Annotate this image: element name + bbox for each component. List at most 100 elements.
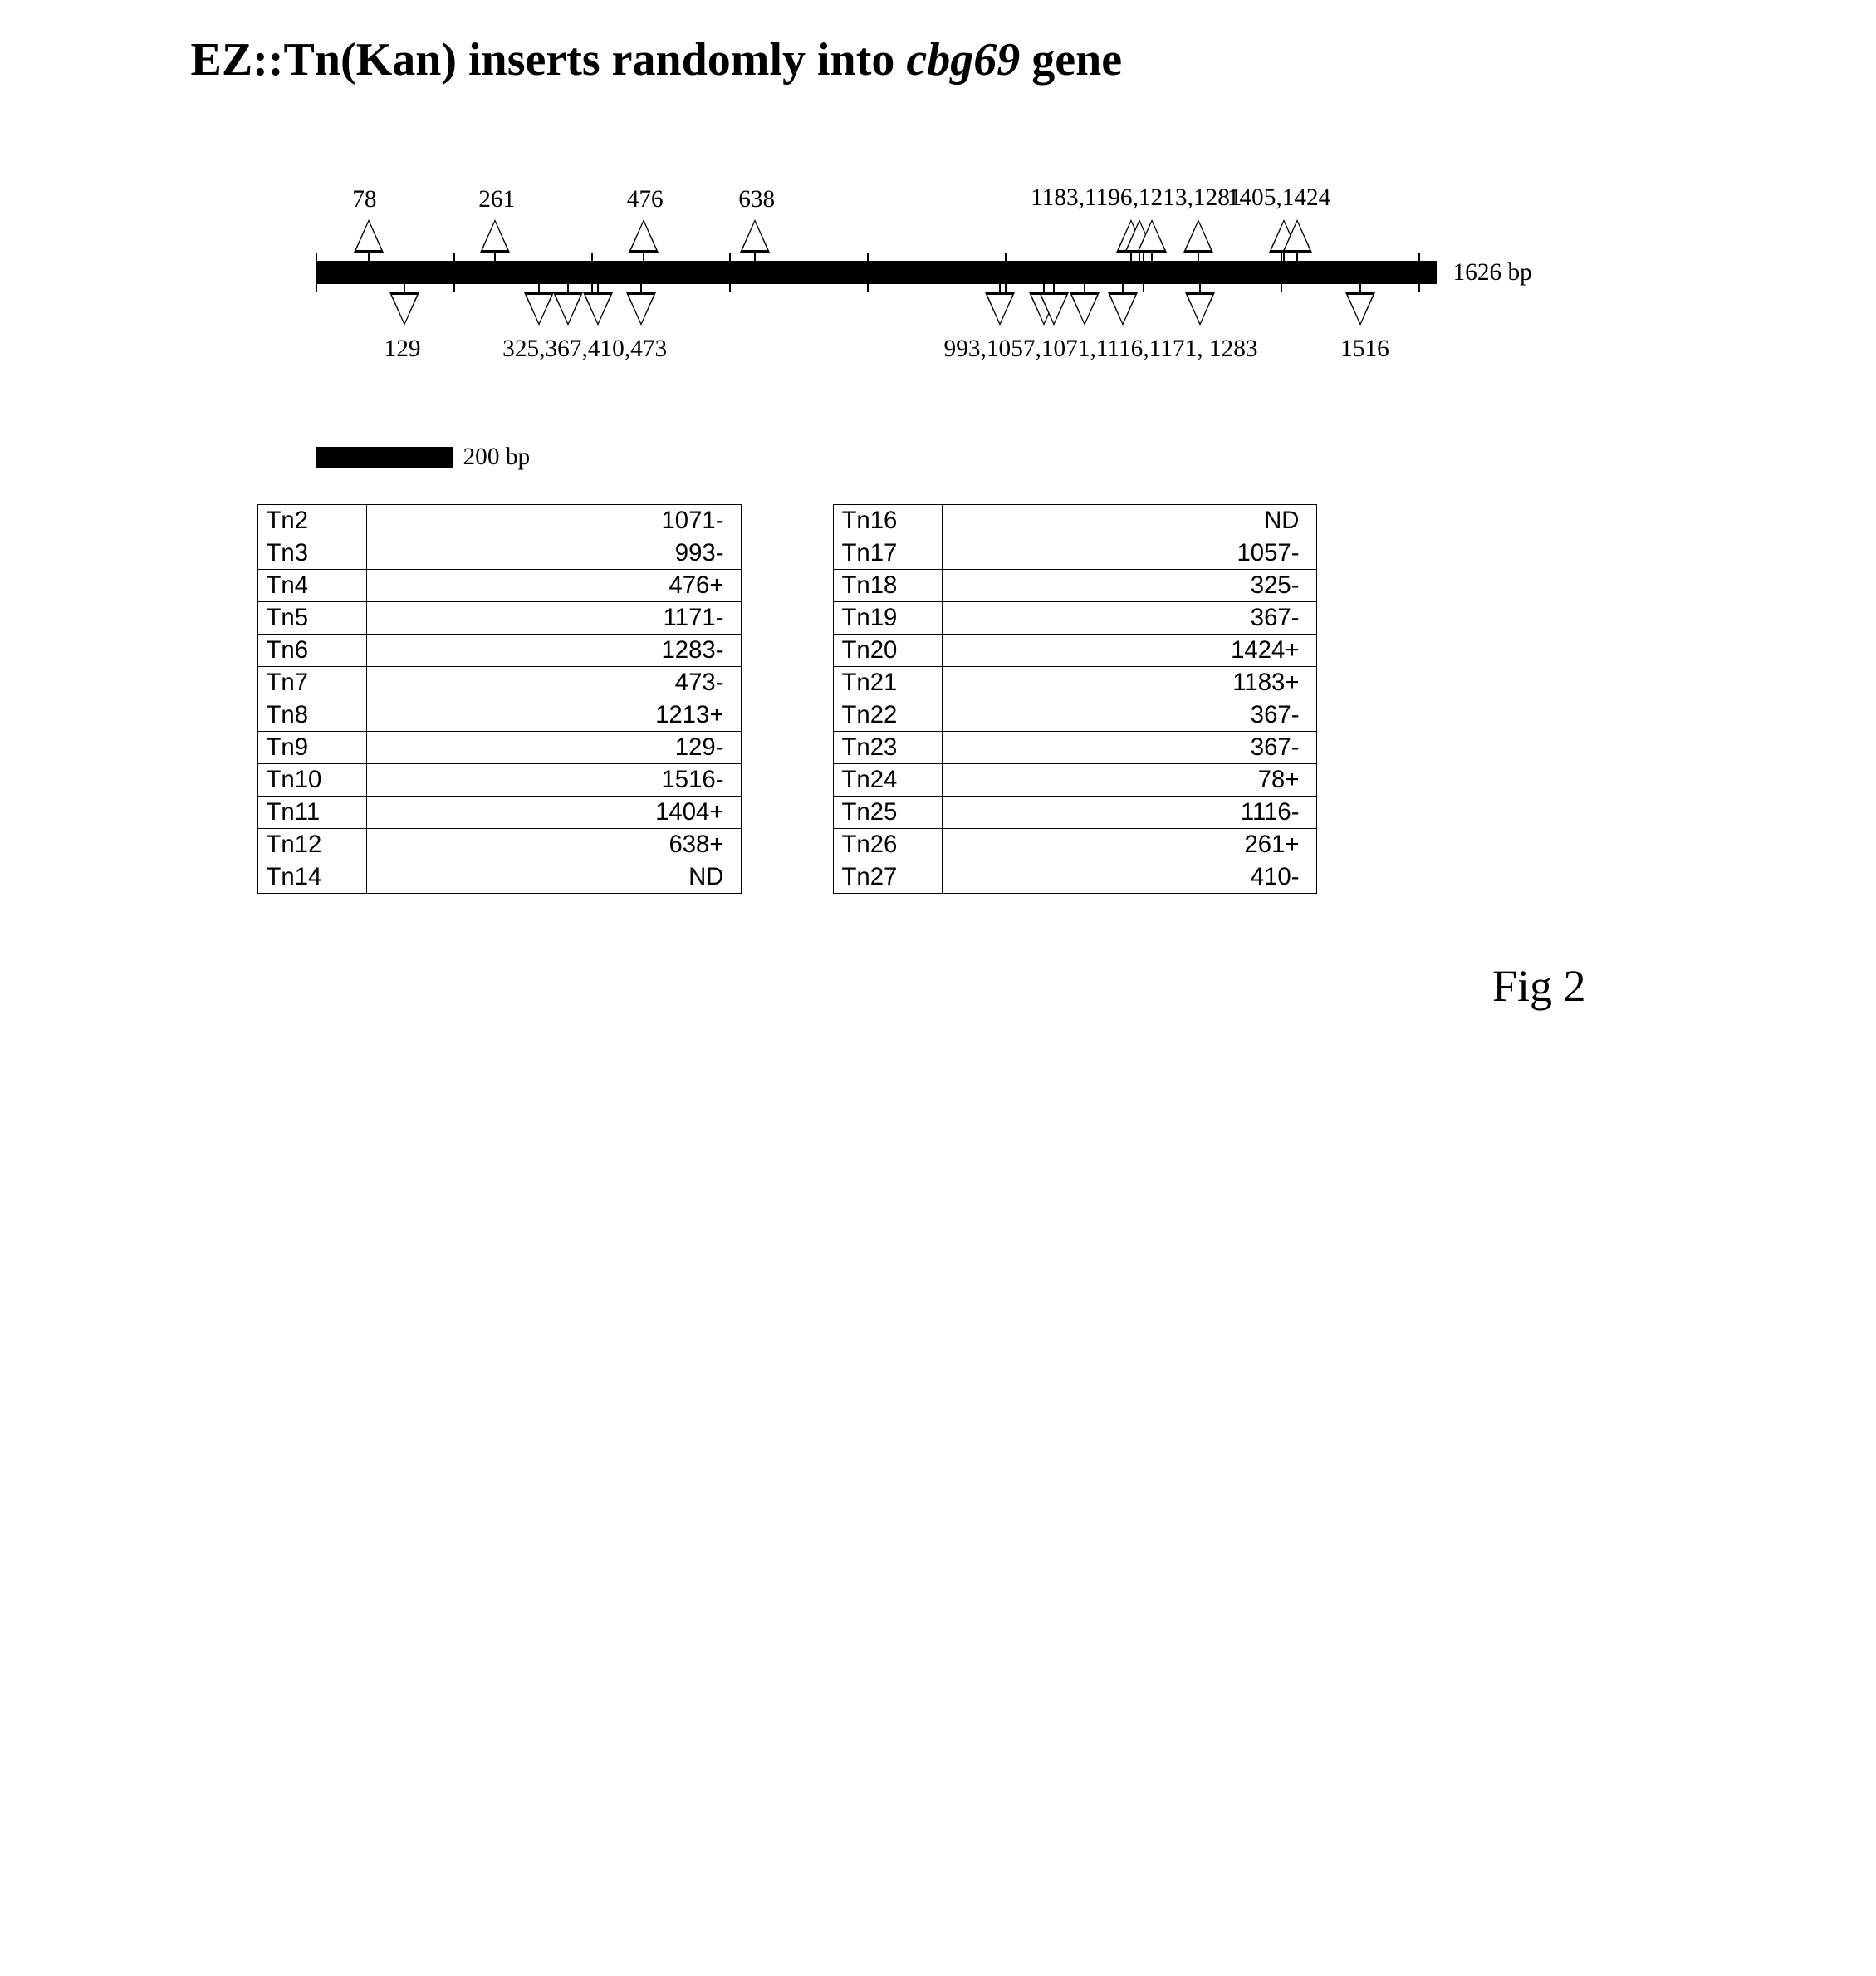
cell-id: Tn3 (257, 537, 366, 570)
scale-bar (316, 447, 453, 468)
table-row: Tn81213+ (257, 699, 741, 732)
table-row: Tn211183+ (833, 667, 1316, 699)
cell-value: 129- (366, 732, 741, 764)
tick-1400 (1281, 253, 1282, 292)
cell-id: Tn10 (257, 764, 366, 797)
table-row: Tn3993- (257, 537, 741, 570)
cell-value: 1171- (366, 602, 741, 635)
cell-id: Tn9 (257, 732, 366, 764)
cell-id: Tn4 (257, 570, 366, 602)
cell-id: Tn7 (257, 667, 366, 699)
cell-id: Tn22 (833, 699, 942, 732)
table-row: Tn9129- (257, 732, 741, 764)
cell-value: 476+ (366, 570, 741, 602)
cell-value: 410- (942, 861, 1316, 894)
insert-group-label-bottom-0: 325,367,410,473 (502, 336, 667, 363)
cell-id: Tn16 (833, 505, 942, 537)
gene-bar (316, 261, 1437, 284)
cell-id: Tn11 (257, 797, 366, 829)
cell-id: Tn25 (833, 797, 942, 829)
table-row: Tn23367- (833, 732, 1316, 764)
tick-1600 (1418, 253, 1420, 292)
insert-group-label-bottom-1: 993,1057,1071,1116,1171, 1283 (944, 336, 1258, 363)
cell-id: Tn23 (833, 732, 942, 764)
cell-value: 1071- (366, 505, 741, 537)
insert-label-476: 476 (627, 186, 664, 213)
scale-label: 200 bp (463, 444, 531, 471)
table-row: Tn26261+ (833, 829, 1316, 861)
gene-diagram: 1626 bp 78 261 476 638 1183,1196,1213,1281140… (316, 120, 1603, 435)
title-suffix: gene (1020, 34, 1122, 86)
scale-legend: 200 bp (316, 444, 1686, 471)
cell-value: ND (942, 505, 1316, 537)
cell-value: 1116- (942, 797, 1316, 829)
cell-value: 1283- (366, 635, 741, 667)
cell-value: 993- (366, 537, 741, 570)
table-row: Tn111404+ (257, 797, 741, 829)
cell-value: ND (366, 861, 741, 894)
cell-value: 367- (942, 699, 1316, 732)
table-row: Tn14ND (257, 861, 741, 894)
insert-group-label-top-0: 1183,1196,1213,1281 (1031, 184, 1242, 212)
insert-label-261: 261 (478, 186, 515, 213)
cell-value: 261+ (942, 829, 1316, 861)
cell-value: 1057- (942, 537, 1316, 570)
cell-id: Tn21 (833, 667, 942, 699)
table-row: Tn7473- (257, 667, 741, 699)
table-row: Tn101516- (257, 764, 741, 797)
cell-id: Tn2 (257, 505, 366, 537)
cell-id: Tn20 (833, 635, 942, 667)
cell-id: Tn26 (833, 829, 942, 861)
page-title: EZ::Tn(Kan) inserts randomly into cbg69 … (191, 33, 1686, 86)
table-row: Tn51171- (257, 602, 741, 635)
cell-value: 367- (942, 602, 1316, 635)
cell-value: 1183+ (942, 667, 1316, 699)
table-left: Tn21071-Tn3993-Tn4476+Tn51171-Tn61283-Tn… (257, 504, 742, 894)
cell-id: Tn5 (257, 602, 366, 635)
table-row: Tn2478+ (833, 764, 1316, 797)
gene-end-label: 1626 bp (1453, 259, 1532, 287)
tick-0 (316, 253, 317, 292)
table-row: Tn12638+ (257, 829, 741, 861)
cell-id: Tn18 (833, 570, 942, 602)
cell-id: Tn6 (257, 635, 366, 667)
cell-value: 638+ (366, 829, 741, 861)
insert-label-638: 638 (738, 186, 775, 213)
cell-value: 1516- (366, 764, 741, 797)
cell-value: 1213+ (366, 699, 741, 732)
title-prefix: EZ::Tn(Kan) inserts randomly into (191, 34, 907, 86)
table-row: Tn22367- (833, 699, 1316, 732)
cell-id: Tn24 (833, 764, 942, 797)
table-row: Tn4476+ (257, 570, 741, 602)
table-row: Tn251116- (833, 797, 1316, 829)
table-row: Tn21071- (257, 505, 741, 537)
table-right: Tn16NDTn171057-Tn18325-Tn19367-Tn201424+… (833, 504, 1317, 894)
figure-number: Fig 2 (191, 960, 1686, 1012)
tick-200 (453, 253, 455, 292)
cell-id: Tn14 (257, 861, 366, 894)
cell-value: 325- (942, 570, 1316, 602)
table-row: Tn61283- (257, 635, 741, 667)
tick-1000 (1005, 253, 1007, 292)
table-row: Tn19367- (833, 602, 1316, 635)
cell-id: Tn19 (833, 602, 942, 635)
table-row: Tn16ND (833, 505, 1316, 537)
tick-800 (867, 253, 869, 292)
tick-400 (591, 253, 593, 292)
insert-label-78: 78 (352, 186, 376, 213)
insert-label-129: 129 (385, 336, 421, 363)
cell-value: 1404+ (366, 797, 741, 829)
table-row: Tn18325- (833, 570, 1316, 602)
insertion-tables: Tn21071-Tn3993-Tn4476+Tn51171-Tn61283-Tn… (257, 504, 1686, 894)
tick-1200 (1143, 253, 1144, 292)
cell-value: 367- (942, 732, 1316, 764)
insert-label-1516: 1516 (1340, 336, 1389, 363)
cell-value: 1424+ (942, 635, 1316, 667)
cell-id: Tn12 (257, 829, 366, 861)
cell-id: Tn17 (833, 537, 942, 570)
cell-id: Tn27 (833, 861, 942, 894)
cell-value: 78+ (942, 764, 1316, 797)
cell-value: 473- (366, 667, 741, 699)
insert-group-label-top-1: 1405,1424 (1227, 184, 1331, 212)
table-row: Tn201424+ (833, 635, 1316, 667)
